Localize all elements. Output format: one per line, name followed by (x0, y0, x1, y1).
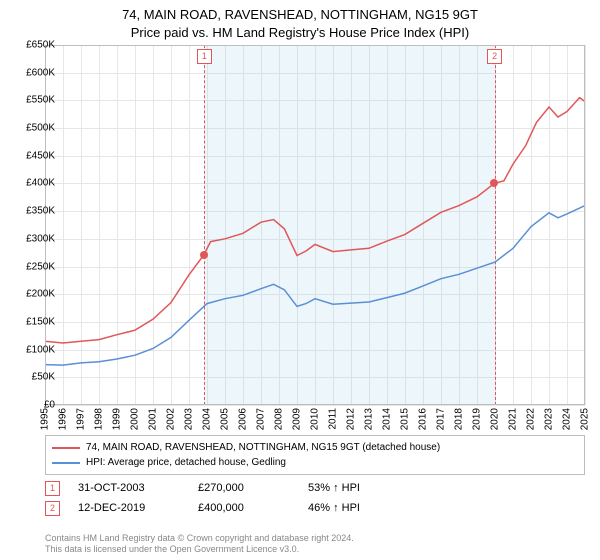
x-tick-label: 2005 (220, 408, 231, 430)
x-tick-label: 2010 (310, 408, 321, 430)
y-tick-label: £150K (5, 316, 55, 327)
x-tick-label: 2025 (580, 408, 591, 430)
x-tick-label: 2003 (184, 408, 195, 430)
sales-list: 1 31-OCT-2003 £270,000 53% ↑ HPI 2 12-DE… (45, 478, 428, 518)
sale-row-2: 2 12-DEC-2019 £400,000 46% ↑ HPI (45, 498, 428, 518)
x-tick-label: 2017 (436, 408, 447, 430)
x-tick-label: 2008 (274, 408, 285, 430)
y-tick-label: £550K (5, 95, 55, 106)
x-tick-label: 1997 (76, 408, 87, 430)
y-tick-label: £200K (5, 289, 55, 300)
legend-label-property: 74, MAIN ROAD, RAVENSHEAD, NOTTINGHAM, N… (86, 442, 440, 453)
x-tick-label: 2006 (238, 408, 249, 430)
footer-line-2: This data is licensed under the Open Gov… (45, 544, 354, 556)
sale-marker-1: 1 (45, 481, 60, 496)
x-tick-label: 2004 (202, 408, 213, 430)
x-tick-label: 2020 (490, 408, 501, 430)
x-tick-label: 2024 (562, 408, 573, 430)
legend-swatch-property (52, 447, 80, 449)
sale-date-2: 12-DEC-2019 (78, 502, 198, 514)
y-tick-label: £350K (5, 206, 55, 217)
sale-price-1: £270,000 (198, 482, 308, 494)
y-tick-label: £400K (5, 178, 55, 189)
x-tick-label: 2016 (418, 408, 429, 430)
y-tick-label: £100K (5, 344, 55, 355)
x-tick-label: 2007 (256, 408, 267, 430)
x-tick-label: 2012 (346, 408, 357, 430)
x-tick-label: 1996 (58, 408, 69, 430)
legend-row-hpi: HPI: Average price, detached house, Gedl… (52, 455, 578, 470)
legend-row-property: 74, MAIN ROAD, RAVENSHEAD, NOTTINGHAM, N… (52, 440, 578, 455)
x-tick-label: 2022 (526, 408, 537, 430)
chart-container: 74, MAIN ROAD, RAVENSHEAD, NOTTINGHAM, N… (0, 0, 600, 560)
y-tick-label: £300K (5, 233, 55, 244)
chart-title: 74, MAIN ROAD, RAVENSHEAD, NOTTINGHAM, N… (0, 0, 600, 41)
x-tick-label: 2015 (400, 408, 411, 430)
sale-price-2: £400,000 (198, 502, 308, 514)
plot-area: 12 (45, 45, 585, 405)
x-tick-label: 2013 (364, 408, 375, 430)
title-line-2: Price paid vs. HM Land Registry's House … (0, 24, 600, 42)
y-tick-label: £50K (5, 372, 55, 383)
x-tick-label: 2000 (130, 408, 141, 430)
x-tick-label: 2009 (292, 408, 303, 430)
legend-label-hpi: HPI: Average price, detached house, Gedl… (86, 457, 286, 468)
x-tick-label: 2002 (166, 408, 177, 430)
sale-date-1: 31-OCT-2003 (78, 482, 198, 494)
footer-line-1: Contains HM Land Registry data © Crown c… (45, 533, 354, 545)
y-tick-label: £600K (5, 67, 55, 78)
x-tick-label: 1995 (40, 408, 51, 430)
sale-pct-2: 46% ↑ HPI (308, 502, 428, 514)
y-tick-label: £250K (5, 261, 55, 272)
x-tick-label: 2023 (544, 408, 555, 430)
y-tick-label: £650K (5, 40, 55, 51)
sale-row-1: 1 31-OCT-2003 £270,000 53% ↑ HPI (45, 478, 428, 498)
y-tick-label: £450K (5, 150, 55, 161)
x-tick-label: 1999 (112, 408, 123, 430)
x-tick-label: 2019 (472, 408, 483, 430)
plot-border (45, 45, 585, 405)
x-tick-label: 2001 (148, 408, 159, 430)
x-tick-label: 1998 (94, 408, 105, 430)
sale-marker-2: 2 (45, 501, 60, 516)
sale-pct-1: 53% ↑ HPI (308, 482, 428, 494)
title-line-1: 74, MAIN ROAD, RAVENSHEAD, NOTTINGHAM, N… (0, 6, 600, 24)
legend: 74, MAIN ROAD, RAVENSHEAD, NOTTINGHAM, N… (45, 435, 585, 475)
footer: Contains HM Land Registry data © Crown c… (45, 533, 354, 556)
legend-swatch-hpi (52, 462, 80, 464)
x-tick-label: 2014 (382, 408, 393, 430)
x-tick-label: 2021 (508, 408, 519, 430)
y-tick-label: £500K (5, 123, 55, 134)
x-tick-label: 2011 (328, 408, 339, 430)
x-tick-label: 2018 (454, 408, 465, 430)
